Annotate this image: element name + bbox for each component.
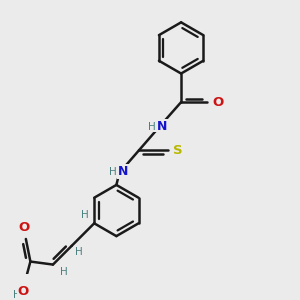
Text: H: H xyxy=(81,210,89,220)
Text: O: O xyxy=(17,285,28,298)
Text: N: N xyxy=(118,165,128,178)
Text: O: O xyxy=(19,220,30,234)
Text: H: H xyxy=(109,167,117,177)
Text: S: S xyxy=(173,144,183,157)
Text: H: H xyxy=(60,267,67,277)
Text: N: N xyxy=(157,120,168,133)
Text: H: H xyxy=(75,248,83,257)
Text: O: O xyxy=(212,96,224,109)
Text: H: H xyxy=(13,290,21,300)
Text: H: H xyxy=(148,122,156,132)
